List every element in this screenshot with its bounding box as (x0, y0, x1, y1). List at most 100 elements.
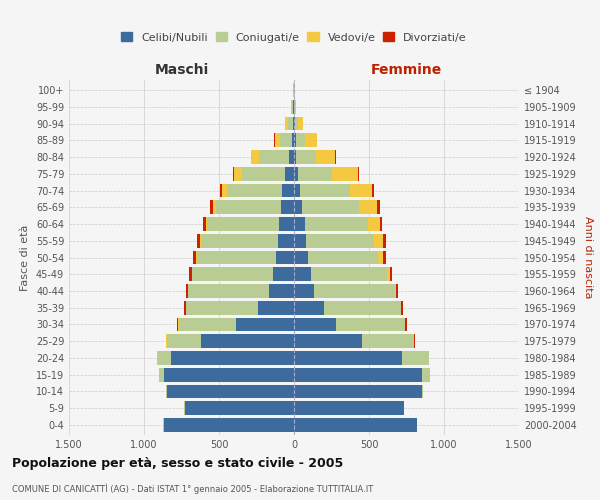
Bar (305, 134, 317, 147)
Bar (302, 200, 359, 214)
Bar (296, 150, 316, 164)
Bar (235, 318, 294, 332)
Bar (277, 234, 294, 247)
Bar (273, 268, 294, 281)
Bar (220, 184, 222, 198)
Bar (359, 200, 377, 214)
Bar (196, 250, 197, 264)
Bar (201, 234, 277, 247)
Bar (294, 351, 402, 365)
Bar (296, 134, 305, 147)
Bar (294, 268, 311, 281)
Bar (213, 200, 216, 214)
Bar (294, 150, 296, 164)
Bar (293, 100, 294, 114)
Bar (197, 250, 276, 264)
Bar (241, 167, 285, 180)
Bar (269, 284, 294, 298)
Bar (380, 217, 382, 231)
Bar (201, 334, 294, 348)
Bar (200, 234, 201, 247)
Bar (294, 234, 306, 247)
Bar (167, 384, 294, 398)
Bar (259, 150, 289, 164)
Bar (294, 184, 300, 198)
Bar (289, 150, 294, 164)
Bar (294, 167, 298, 180)
Bar (295, 100, 296, 114)
Bar (378, 250, 383, 264)
Bar (401, 301, 403, 314)
Bar (190, 268, 191, 281)
Bar (289, 116, 293, 130)
Y-axis label: Anni di nascita: Anni di nascita (583, 216, 593, 298)
Bar (311, 268, 387, 281)
Bar (358, 167, 359, 180)
Bar (233, 167, 234, 180)
Bar (171, 351, 294, 365)
Bar (159, 368, 163, 382)
Bar (396, 284, 398, 298)
Bar (192, 268, 273, 281)
Bar (294, 116, 295, 130)
Bar (186, 301, 258, 314)
Bar (332, 167, 358, 180)
Bar (275, 134, 280, 147)
Bar (387, 268, 390, 281)
Bar (286, 116, 289, 130)
Bar (294, 284, 314, 298)
Bar (300, 184, 349, 198)
Bar (294, 250, 308, 264)
Bar (163, 368, 294, 382)
Text: Maschi: Maschi (154, 62, 209, 76)
Bar (294, 368, 421, 382)
Bar (222, 184, 227, 198)
Bar (294, 402, 404, 415)
Bar (281, 200, 294, 214)
Bar (298, 167, 332, 180)
Bar (276, 250, 294, 264)
Bar (292, 100, 293, 114)
Bar (294, 200, 302, 214)
Bar (279, 217, 294, 231)
Bar (335, 150, 336, 164)
Bar (372, 184, 374, 198)
Bar (367, 217, 380, 231)
Bar (406, 318, 407, 332)
Bar (293, 116, 294, 130)
Bar (294, 134, 296, 147)
Text: COMUNE DI CANICATTÌ (AG) - Dati ISTAT 1° gennaio 2005 - Elaborazione TUTTITALIA.: COMUNE DI CANICATTÌ (AG) - Dati ISTAT 1°… (12, 484, 373, 494)
Bar (421, 368, 430, 382)
Text: Popolazione per età, sesso e stato civile - 2005: Popolazione per età, sesso e stato civil… (12, 458, 343, 470)
Bar (282, 184, 294, 198)
Bar (186, 284, 188, 298)
Bar (207, 217, 279, 231)
Bar (292, 134, 294, 147)
Bar (294, 384, 421, 398)
Bar (316, 150, 335, 164)
Bar (377, 200, 380, 214)
Bar (349, 184, 372, 198)
Bar (285, 167, 294, 180)
Bar (314, 284, 395, 298)
Bar (185, 402, 294, 415)
Bar (188, 284, 269, 298)
Bar (216, 200, 281, 214)
Bar (383, 250, 386, 264)
Bar (383, 234, 386, 247)
Bar (258, 301, 294, 314)
Bar (203, 217, 205, 231)
Bar (184, 301, 186, 314)
Bar (294, 418, 417, 432)
Bar (373, 234, 383, 247)
Bar (211, 200, 213, 214)
Bar (163, 418, 294, 432)
Bar (197, 234, 200, 247)
Bar (274, 134, 275, 147)
Bar (294, 301, 324, 314)
Bar (390, 268, 392, 281)
Bar (167, 334, 201, 348)
Bar (294, 334, 361, 348)
Bar (166, 384, 167, 398)
Bar (234, 167, 241, 180)
